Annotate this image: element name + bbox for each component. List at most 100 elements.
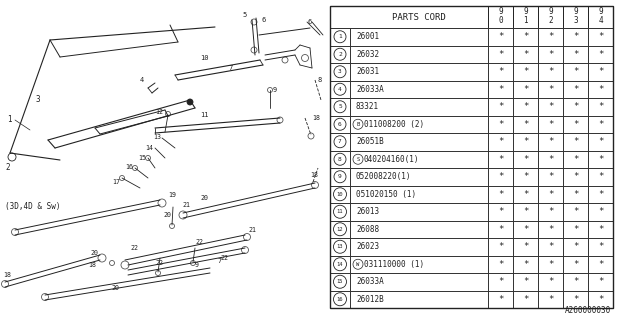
Bar [538,28,563,45]
Bar [538,255,563,273]
Circle shape [301,54,308,61]
Bar [330,133,350,150]
Bar [563,98,588,116]
Bar [488,168,513,186]
Text: *: * [548,242,553,251]
Text: *: * [598,120,603,129]
Text: *: * [523,225,528,234]
Text: *: * [498,67,503,76]
Text: 9
4: 9 4 [598,7,603,25]
Text: *: * [598,155,603,164]
Circle shape [166,111,170,116]
Bar [350,168,488,186]
Text: *: * [498,260,503,269]
Bar [513,28,538,45]
Circle shape [333,293,346,306]
Bar [538,203,563,220]
Bar [563,133,588,150]
Bar [513,203,538,220]
Text: *: * [498,295,503,304]
Text: S: S [356,157,360,162]
Bar [588,63,613,81]
Text: *: * [548,260,553,269]
Bar [350,273,488,291]
Text: *: * [523,190,528,199]
Bar [588,98,613,116]
Text: *: * [573,67,578,76]
Text: *: * [498,137,503,146]
Bar [488,81,513,98]
Text: 22: 22 [195,239,203,245]
Circle shape [333,275,346,288]
Text: 14: 14 [337,262,343,267]
Text: *: * [573,295,578,304]
Bar [350,203,488,220]
Circle shape [109,260,115,266]
Text: 9: 9 [273,87,277,93]
Text: B: B [356,122,360,127]
Bar [330,255,350,273]
Bar [350,150,488,168]
Text: 26001: 26001 [356,32,379,41]
Bar [563,291,588,308]
Circle shape [243,234,250,241]
Text: *: * [573,85,578,94]
Bar [350,63,488,81]
Bar [488,273,513,291]
Circle shape [241,246,248,253]
Circle shape [251,47,257,53]
Bar [563,150,588,168]
Text: 3: 3 [35,95,40,105]
Text: *: * [598,32,603,41]
Bar [330,6,613,308]
Text: PARTS CORD: PARTS CORD [392,12,446,21]
Bar [563,28,588,45]
Circle shape [132,165,138,171]
Text: *: * [573,207,578,216]
Circle shape [333,240,346,253]
Text: *: * [498,32,503,41]
Bar [563,273,588,291]
Text: 9
3: 9 3 [573,7,578,25]
Text: 10: 10 [337,192,343,197]
Circle shape [334,31,346,43]
Text: 15: 15 [138,155,146,161]
Text: *: * [523,260,528,269]
Text: *: * [598,207,603,216]
Text: 12: 12 [155,109,163,115]
Bar [588,116,613,133]
Circle shape [333,223,346,236]
Text: *: * [498,102,503,111]
Bar [513,186,538,203]
Bar [588,133,613,150]
Text: *: * [598,137,603,146]
Text: *: * [598,102,603,111]
Text: *: * [548,50,553,59]
Bar [563,255,588,273]
Bar [488,291,513,308]
Bar [588,203,613,220]
Text: 040204160(1): 040204160(1) [364,155,419,164]
Circle shape [334,101,346,113]
Text: 13: 13 [337,244,343,249]
Bar [513,133,538,150]
Bar [330,98,350,116]
Bar [513,81,538,98]
Bar [513,255,538,273]
Text: 2: 2 [5,163,10,172]
Text: 8: 8 [338,157,342,162]
Circle shape [353,259,363,269]
Text: *: * [573,277,578,286]
Text: 19: 19 [168,192,176,198]
Text: *: * [498,85,503,94]
Bar [538,238,563,255]
Bar [350,133,488,150]
Bar [488,6,513,28]
Text: 16: 16 [337,297,343,302]
Text: *: * [498,172,503,181]
Bar [538,6,563,28]
Text: 22: 22 [220,255,228,261]
Text: *: * [498,190,503,199]
Text: *: * [598,225,603,234]
Circle shape [353,119,363,129]
